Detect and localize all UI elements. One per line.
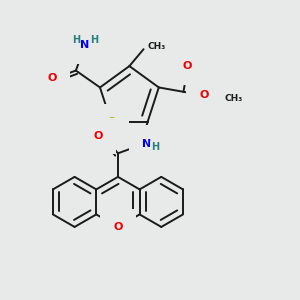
Text: CH₃: CH₃ <box>147 42 165 51</box>
Text: O: O <box>182 61 192 71</box>
Text: S: S <box>107 117 115 127</box>
Text: N: N <box>80 40 89 50</box>
Text: H: H <box>91 35 99 45</box>
Text: O: O <box>94 131 103 141</box>
Text: O: O <box>199 90 208 100</box>
Text: O: O <box>113 222 123 232</box>
Text: N: N <box>142 139 152 148</box>
Text: CH₃: CH₃ <box>225 94 243 103</box>
Text: H: H <box>72 35 80 45</box>
Text: H: H <box>151 142 159 152</box>
Text: O: O <box>47 73 57 83</box>
